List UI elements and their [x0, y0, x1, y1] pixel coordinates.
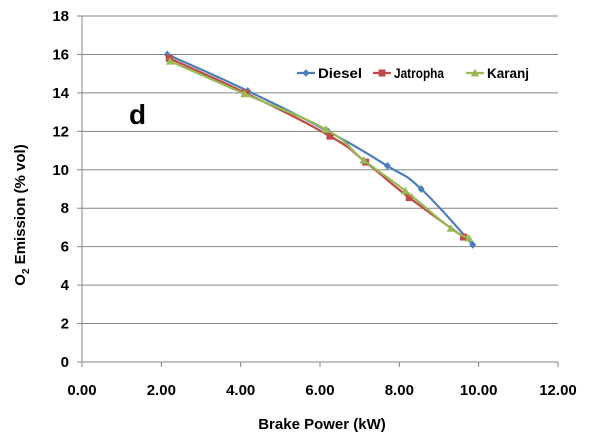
y-tick-label: 14	[52, 85, 69, 102]
data-point-karanj	[359, 155, 368, 164]
data-point-karanj	[446, 224, 456, 232]
legend: Diesel Jatropha Karanj	[297, 65, 529, 81]
data-point-jatropha	[405, 194, 413, 202]
panel-label: d	[129, 99, 146, 130]
x-tick-label: 10.00	[460, 382, 498, 399]
data-point-jatropha	[326, 132, 334, 140]
y-tick-label: 12	[52, 123, 69, 140]
data-point-diesel	[417, 185, 425, 193]
grid-lines	[77, 15, 558, 363]
y-tick-label: 16	[52, 46, 69, 63]
x-tick-label: 12.00	[539, 382, 577, 399]
legend-item-diesel: Diesel	[297, 65, 362, 81]
legend-item-karanj: Karanj	[466, 65, 529, 81]
y-tick-label: 4	[61, 277, 70, 294]
series	[163, 50, 477, 249]
axes	[81, 16, 559, 367]
y-tick-label: 18	[52, 8, 69, 25]
data-point-karanj	[401, 186, 410, 195]
data-point-karanj	[165, 56, 175, 65]
data-point-karanj	[321, 125, 331, 133]
x-tick-labels: 0.00 2.00 4.00 6.00 8.00 10.00 12.00	[67, 382, 576, 399]
data-point-jatropha	[165, 54, 173, 62]
series-line-karanj	[169, 60, 470, 240]
data-point-diesel	[469, 240, 477, 249]
legend-item-jatropha: Jatropha	[373, 65, 444, 81]
y-axis-title: O2 Emission (% vol)	[12, 144, 32, 285]
y-tick-labels: 0 2 4 6 8 10 12 14 16 18	[52, 8, 69, 371]
y-tick-label: 2	[61, 316, 69, 333]
x-axis-title: Brake Power (kW)	[258, 416, 386, 433]
y-tick-label: 8	[61, 200, 69, 217]
x-tick-label: 0.00	[67, 382, 96, 399]
legend-label-karanj: Karanj	[487, 65, 529, 81]
legend-marker-jatropha	[378, 69, 386, 77]
series-line-jatropha	[168, 57, 465, 238]
y-tick-label: 10	[52, 162, 69, 179]
y-tick-label: 6	[61, 239, 69, 256]
x-tick-label: 2.00	[147, 382, 176, 399]
legend-marker-diesel	[302, 69, 310, 77]
y-tick-label: 0	[61, 354, 69, 371]
series-karanj	[165, 56, 473, 242]
legend-label-diesel: Diesel	[318, 65, 362, 81]
data-point-karanj	[240, 89, 249, 98]
series-line-diesel	[166, 53, 474, 246]
legend-label-jatropha: Jatropha	[394, 65, 444, 81]
x-tick-label: 4.00	[226, 382, 255, 399]
data-point-diesel	[384, 161, 391, 170]
x-tick-label: 6.00	[305, 382, 334, 399]
x-tick-label: 8.00	[385, 382, 414, 399]
legend-marker-karanj	[470, 68, 480, 77]
series-jatropha	[165, 54, 468, 241]
data-point-karanj	[464, 233, 473, 242]
